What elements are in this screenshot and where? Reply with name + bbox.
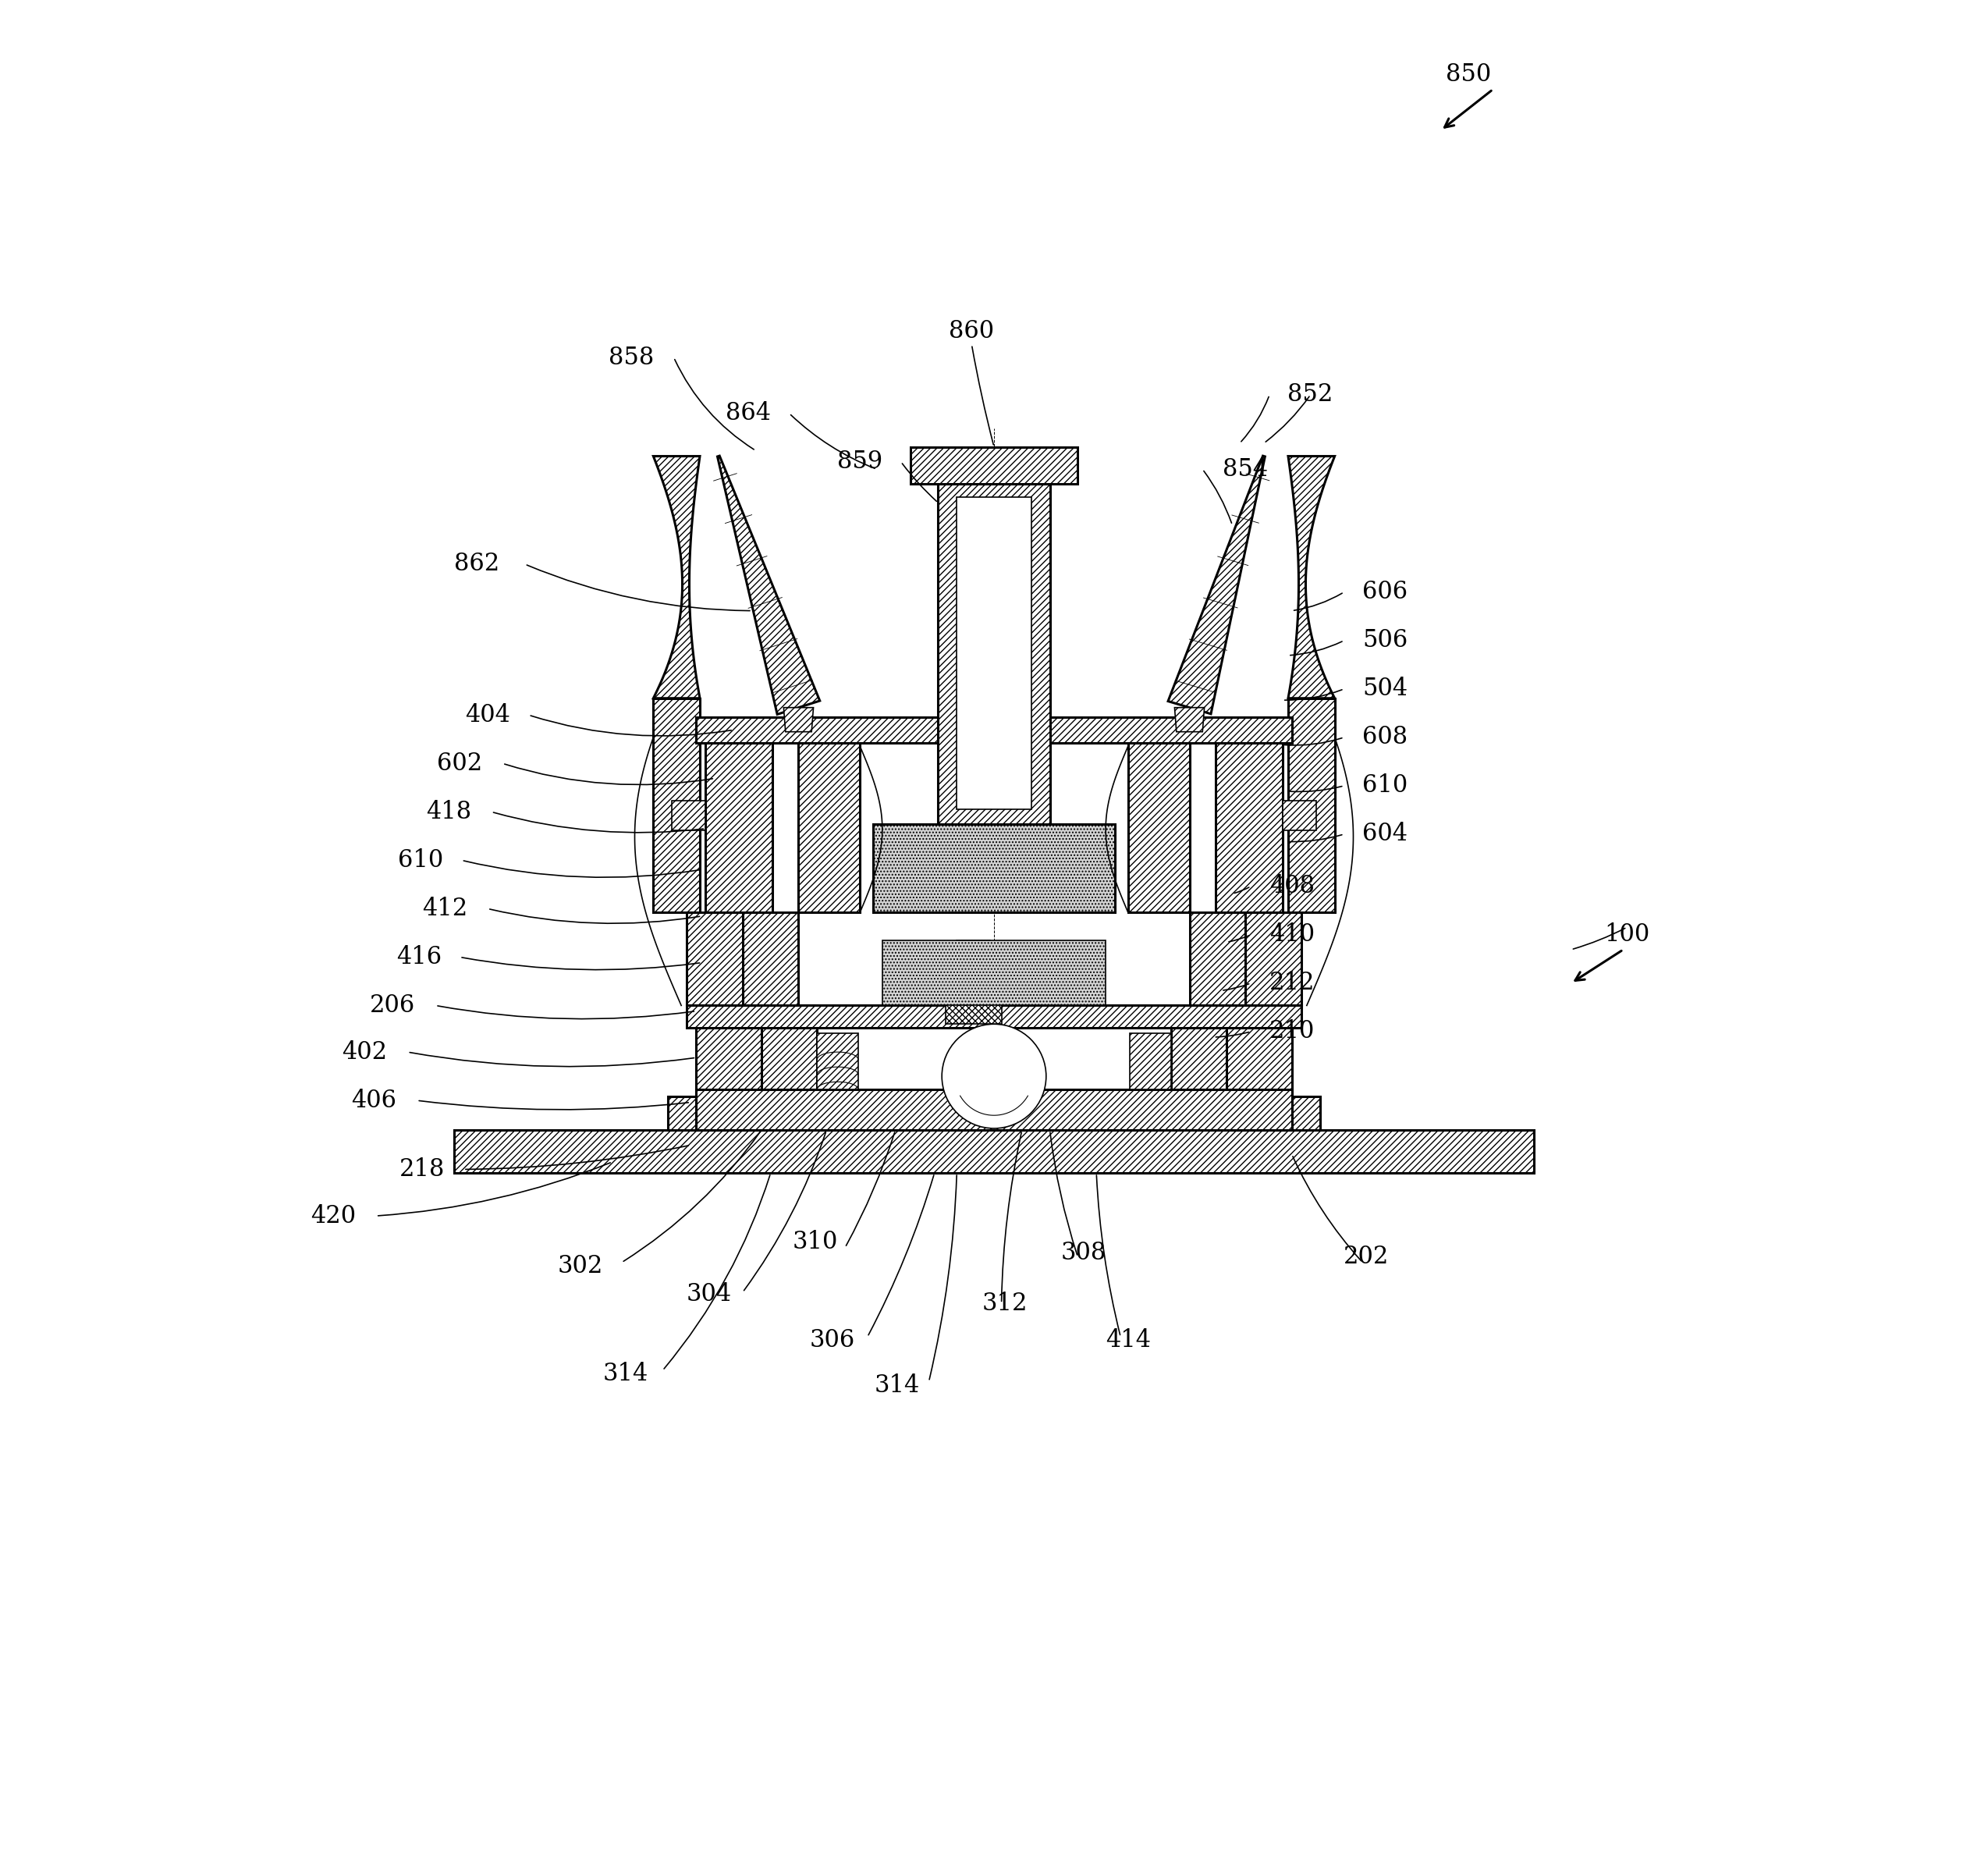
Bar xyxy=(686,1005,1302,1028)
Polygon shape xyxy=(1175,708,1205,732)
Text: 862: 862 xyxy=(453,553,499,575)
Text: 408: 408 xyxy=(1268,875,1314,897)
Bar xyxy=(696,717,1292,743)
Text: 606: 606 xyxy=(1362,581,1408,603)
Text: 604: 604 xyxy=(1362,823,1408,845)
Text: 314: 314 xyxy=(875,1374,920,1396)
Bar xyxy=(1215,717,1282,912)
Text: 404: 404 xyxy=(465,704,511,726)
Text: 860: 860 xyxy=(948,320,994,343)
Text: 854: 854 xyxy=(1223,458,1268,480)
Text: 202: 202 xyxy=(1344,1246,1390,1268)
Polygon shape xyxy=(718,456,819,715)
Bar xyxy=(1189,912,1244,1005)
Text: 418: 418 xyxy=(425,801,471,823)
Bar xyxy=(883,940,1105,1005)
Text: 414: 414 xyxy=(1105,1329,1151,1352)
Bar xyxy=(668,1097,696,1130)
Bar xyxy=(453,1130,1535,1173)
Bar xyxy=(956,497,1032,810)
Text: 206: 206 xyxy=(370,994,415,1017)
Bar xyxy=(956,940,990,978)
Text: 506: 506 xyxy=(1362,629,1408,652)
Bar xyxy=(761,1005,817,1089)
Text: 859: 859 xyxy=(837,451,883,473)
Bar xyxy=(1292,1097,1320,1130)
Text: 412: 412 xyxy=(421,897,467,920)
Text: 608: 608 xyxy=(1362,726,1408,749)
Bar xyxy=(873,825,1115,912)
Text: 410: 410 xyxy=(1268,924,1314,946)
Text: 402: 402 xyxy=(342,1041,388,1063)
Text: 406: 406 xyxy=(352,1089,398,1112)
Bar xyxy=(672,801,706,830)
Polygon shape xyxy=(783,708,813,732)
Text: 100: 100 xyxy=(1604,924,1650,946)
Bar xyxy=(1129,1033,1171,1089)
Text: 864: 864 xyxy=(726,402,771,425)
Bar xyxy=(946,978,1002,1024)
Text: 610: 610 xyxy=(398,849,443,871)
Bar xyxy=(817,1033,859,1089)
Text: 312: 312 xyxy=(982,1292,1028,1315)
Bar xyxy=(696,1089,1292,1130)
Bar xyxy=(799,717,861,912)
Text: 310: 310 xyxy=(793,1231,839,1253)
Bar xyxy=(686,912,759,1005)
Bar xyxy=(938,484,1050,825)
Bar xyxy=(1225,1005,1292,1130)
Text: 304: 304 xyxy=(686,1283,732,1305)
Text: 420: 420 xyxy=(310,1205,356,1227)
Bar xyxy=(1229,912,1302,1005)
Circle shape xyxy=(942,1024,1046,1128)
Text: 858: 858 xyxy=(608,346,654,369)
Bar xyxy=(1127,717,1189,912)
Text: 218: 218 xyxy=(400,1158,445,1181)
Bar xyxy=(1171,1005,1227,1089)
Text: 852: 852 xyxy=(1288,384,1334,406)
Text: 210: 210 xyxy=(1268,1020,1314,1043)
Text: 314: 314 xyxy=(602,1363,648,1385)
Text: 302: 302 xyxy=(559,1255,604,1277)
Text: 850: 850 xyxy=(1445,63,1491,86)
Text: 602: 602 xyxy=(437,752,483,775)
Bar xyxy=(706,717,773,912)
Bar xyxy=(1288,698,1334,912)
Text: 416: 416 xyxy=(396,946,441,968)
Text: 504: 504 xyxy=(1362,678,1408,700)
Bar xyxy=(1282,801,1316,830)
Text: 610: 610 xyxy=(1362,775,1408,797)
Bar xyxy=(696,1005,763,1130)
Bar xyxy=(911,447,1077,484)
Text: 306: 306 xyxy=(809,1329,855,1352)
Bar xyxy=(744,912,799,1005)
Polygon shape xyxy=(654,456,700,698)
Bar xyxy=(654,698,700,912)
Polygon shape xyxy=(1169,456,1264,713)
Text: 308: 308 xyxy=(1062,1242,1105,1264)
Polygon shape xyxy=(1288,456,1334,698)
Text: 212: 212 xyxy=(1268,972,1314,994)
